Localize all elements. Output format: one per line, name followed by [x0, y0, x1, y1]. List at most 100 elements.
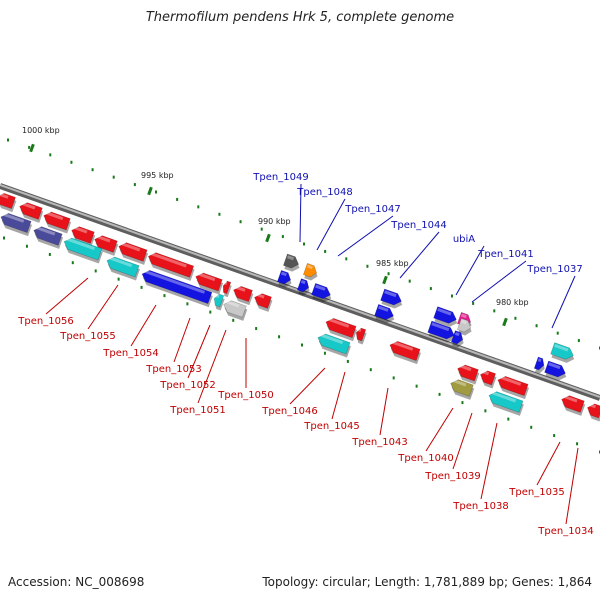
gene-label-reverse: Tpen_1056 — [17, 316, 73, 327]
leader-line — [425, 407, 454, 452]
label-leaders — [45, 183, 579, 525]
scale-label: 995 kbp — [141, 171, 174, 180]
gene-label-forward: Tpen_1037 — [526, 264, 582, 275]
genome-backbone — [0, 183, 600, 401]
gene-label-reverse: Tpen_1050 — [217, 390, 273, 401]
lower-tick — [576, 442, 579, 446]
leader-line — [337, 215, 394, 257]
gene-label-reverse: Tpen_1038 — [452, 501, 508, 512]
lower-tick — [553, 434, 556, 438]
scale-tick — [345, 257, 348, 261]
scale-tick — [7, 138, 9, 142]
lower-tick — [415, 384, 418, 388]
gene-arrow — [118, 241, 149, 265]
scale-tick — [472, 301, 475, 305]
lower-tick — [369, 368, 372, 372]
gene-label-forward: Tpen_1049 — [252, 172, 308, 183]
lower-tick — [461, 401, 464, 405]
leader-line — [289, 367, 326, 405]
lower-tick — [484, 409, 487, 413]
gene-label-reverse: Tpen_1040 — [397, 453, 453, 464]
gene-arrow — [389, 340, 422, 365]
leader-line — [480, 422, 498, 500]
gene-arrow — [456, 317, 472, 336]
leader-line — [379, 387, 389, 436]
leader-line — [45, 277, 89, 315]
lower-tick — [346, 359, 349, 363]
leader-line — [399, 231, 440, 279]
gene-arrow — [222, 280, 232, 298]
gene-arrow — [587, 403, 600, 422]
map-title: Thermofilum pendens Hrk 5, complete geno… — [145, 10, 455, 25]
leader-line — [173, 317, 191, 363]
gene-arrow — [450, 378, 475, 400]
lower-tick — [530, 425, 533, 429]
lower-tick — [278, 335, 281, 339]
gene-arrow — [457, 364, 480, 385]
gene-label-reverse: Tpen_1053 — [145, 364, 201, 375]
lower-tick — [301, 343, 303, 347]
gene-arrow — [213, 293, 225, 311]
lower-tick — [255, 327, 258, 331]
lower-tick — [323, 351, 326, 355]
gene-arrow — [427, 320, 456, 343]
gene-labels: 1000 kbp 995 kbp 990 kbp 985 kbp 980 kbp Tpen… — [17, 126, 593, 537]
gene-arrow — [317, 333, 351, 358]
lower-tick — [48, 252, 51, 256]
gene-arrow — [223, 299, 248, 321]
lower-tick — [507, 417, 510, 421]
leader-line — [551, 275, 576, 329]
scale-tick — [281, 235, 284, 239]
gene-label-reverse: Tpen_1054 — [102, 348, 158, 359]
gene-arrow — [94, 234, 119, 256]
gene-arrow — [380, 288, 403, 309]
scale-label: 1000 kbp — [22, 126, 60, 135]
gene-label-forward: Tpen_1041 — [477, 249, 533, 260]
scale-tick — [429, 287, 432, 291]
gene-arrow — [33, 225, 64, 249]
leader-line — [87, 284, 119, 330]
gene-label-forward: Tpen_1048 — [296, 187, 352, 198]
scale-tick — [260, 227, 263, 231]
scale-tick — [112, 175, 115, 179]
scale-tick — [387, 272, 390, 276]
gene-arrow — [0, 192, 17, 213]
lower-tick — [94, 269, 97, 273]
scale-tick — [239, 220, 242, 224]
gene-label-forward: Tpen_1044 — [390, 220, 446, 231]
gene-arrow — [497, 375, 530, 400]
leader-line — [452, 412, 473, 470]
leader-line — [331, 371, 346, 420]
gene-label-reverse: Tpen_1051 — [169, 405, 225, 416]
gene-features — [0, 192, 600, 422]
leader-line — [299, 183, 302, 243]
leader-line — [536, 441, 561, 486]
gene-label-reverse: Tpen_1055 — [59, 331, 115, 342]
lower-tick — [186, 302, 189, 306]
lower-tick — [392, 376, 395, 380]
gene-label-reverse: Tpen_1052 — [159, 380, 215, 391]
gene-arrow — [544, 360, 567, 381]
scale-tick — [197, 205, 200, 209]
scale-label: 985 kbp — [376, 259, 409, 268]
scale-tick — [218, 212, 221, 216]
gene-arrow — [0, 212, 33, 237]
gene-arrow — [550, 342, 575, 363]
scale-tick — [176, 197, 179, 201]
gene-label-reverse: Tpen_1035 — [508, 487, 564, 498]
gene-arrow — [63, 237, 103, 264]
lower-tick — [71, 261, 74, 265]
major-tick — [382, 275, 388, 285]
gene-arrow — [106, 256, 140, 281]
gene-arrow — [480, 370, 497, 389]
gene-arrow — [450, 330, 464, 348]
scale-tick — [408, 279, 411, 283]
gene-arrow — [311, 282, 332, 303]
scale-tick — [133, 183, 136, 187]
scale-tick — [535, 324, 538, 328]
backbone-highlight — [0, 184, 600, 398]
scale-label: 990 kbp — [258, 217, 291, 226]
gene-arrow — [296, 278, 310, 296]
gene-label-reverse: Tpen_1043 — [351, 437, 407, 448]
gene-label-forward: Tpen_1047 — [344, 204, 400, 215]
